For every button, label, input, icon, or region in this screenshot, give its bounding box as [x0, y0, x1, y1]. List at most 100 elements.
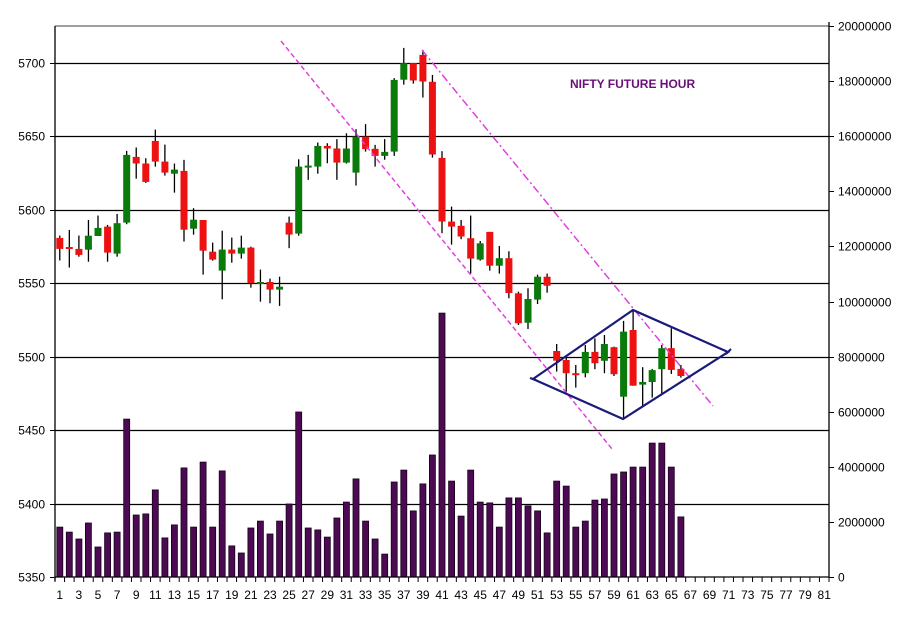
x-tick-label: 65	[665, 588, 679, 602]
candle-body-up	[190, 219, 198, 229]
volume-bar	[505, 497, 513, 578]
candle-body-up	[113, 223, 121, 254]
candle-body-down	[457, 225, 465, 237]
volume-bar	[371, 538, 379, 578]
candle-body-down	[161, 161, 169, 173]
candle-body-down	[228, 249, 236, 254]
volume-bar	[104, 532, 111, 578]
x-tick-label: 31	[340, 588, 354, 602]
x-tick-label: 11	[149, 588, 162, 602]
x-tick-label: 41	[435, 588, 449, 602]
candle	[553, 343, 561, 372]
right-tick-label: 8000000	[838, 351, 885, 365]
volume-bar	[170, 524, 178, 578]
volume-bar	[266, 533, 274, 578]
candle-body-down	[371, 148, 379, 156]
volume-bar	[314, 529, 322, 578]
candle	[381, 139, 389, 160]
volume-bar	[180, 467, 188, 578]
candle-body-up	[170, 169, 178, 174]
candle-body-down	[562, 360, 570, 374]
candle-body-up	[581, 351, 589, 374]
candle	[581, 344, 589, 378]
volume-bar	[333, 517, 341, 578]
candle	[591, 338, 599, 370]
candle	[600, 335, 608, 374]
candle-body-up	[620, 331, 628, 397]
right-tick-label: 14000000	[838, 185, 892, 199]
x-tick-label: 55	[569, 588, 583, 602]
volume-bar	[658, 442, 666, 578]
candle	[65, 229, 73, 268]
candle	[94, 215, 102, 236]
x-tick-label: 77	[779, 588, 793, 602]
candle-body-up	[390, 79, 398, 152]
candle-body-up	[84, 235, 92, 250]
candle-body-up	[123, 154, 131, 223]
volume-bar	[601, 498, 608, 578]
candle-body-up	[94, 227, 102, 236]
candle	[218, 230, 226, 300]
x-tick-label: 33	[359, 588, 373, 602]
candle	[457, 219, 465, 240]
candle-body-up	[600, 344, 608, 361]
candle	[677, 364, 685, 378]
volume-bar	[648, 442, 656, 578]
candle	[266, 278, 274, 304]
candle	[304, 154, 312, 180]
volume-bar	[562, 485, 570, 578]
candle-body-down	[428, 81, 436, 155]
axes: 5350 5400 5450 5500 5550 5600 5650 5700 0 2000000…	[18, 20, 891, 603]
volume-bar	[486, 502, 494, 578]
volume-bar	[56, 526, 64, 578]
candle-body-down	[266, 282, 274, 290]
volume-bar	[218, 470, 226, 578]
x-tick-label: 79	[798, 588, 812, 602]
candle-body-down	[572, 373, 580, 376]
volume-bar	[247, 527, 255, 578]
volume-bar	[94, 546, 102, 578]
candle	[448, 206, 456, 245]
volume-bar	[572, 526, 580, 578]
volume-bar	[409, 510, 417, 578]
volume-bar	[534, 510, 541, 578]
volume-bar	[677, 516, 685, 578]
volume-bar	[448, 480, 456, 578]
volume-bar	[362, 520, 370, 578]
x-tick-label: 53	[550, 588, 564, 602]
volume-bar	[553, 480, 561, 578]
candle	[247, 246, 255, 288]
candle-body-up	[342, 148, 350, 163]
right-tick-label: 2000000	[838, 516, 885, 530]
candle	[190, 208, 198, 235]
candle	[467, 215, 475, 274]
candle	[428, 74, 436, 158]
volume-bar	[667, 466, 675, 578]
candle	[142, 158, 150, 183]
volume-bar	[161, 537, 169, 578]
left-tick-label: 5650	[18, 130, 45, 144]
candle	[161, 144, 169, 176]
candle	[75, 235, 83, 257]
volume-bar	[85, 522, 92, 578]
candle	[562, 357, 570, 393]
candle	[56, 235, 64, 261]
candle	[362, 124, 370, 152]
right-tick-label: 12000000	[838, 240, 892, 254]
volume-bar	[276, 520, 284, 578]
x-tick-label: 35	[378, 588, 392, 602]
candle-body-down	[514, 293, 522, 324]
volume-bar	[342, 501, 350, 578]
x-tick-label: 51	[531, 588, 545, 602]
x-tick-label: 13	[168, 588, 182, 602]
candle-body-up	[534, 276, 542, 300]
volume-bar	[123, 418, 131, 578]
volume-bar	[457, 515, 465, 578]
candle-body-down	[132, 156, 140, 164]
candle-body-down	[409, 63, 417, 81]
volume-bar	[113, 531, 121, 578]
chart-title: NIFTY FUTURE HOUR	[570, 77, 695, 91]
volume-bar	[237, 552, 245, 578]
volume-bar	[190, 526, 198, 578]
candle-body-down	[667, 348, 675, 370]
